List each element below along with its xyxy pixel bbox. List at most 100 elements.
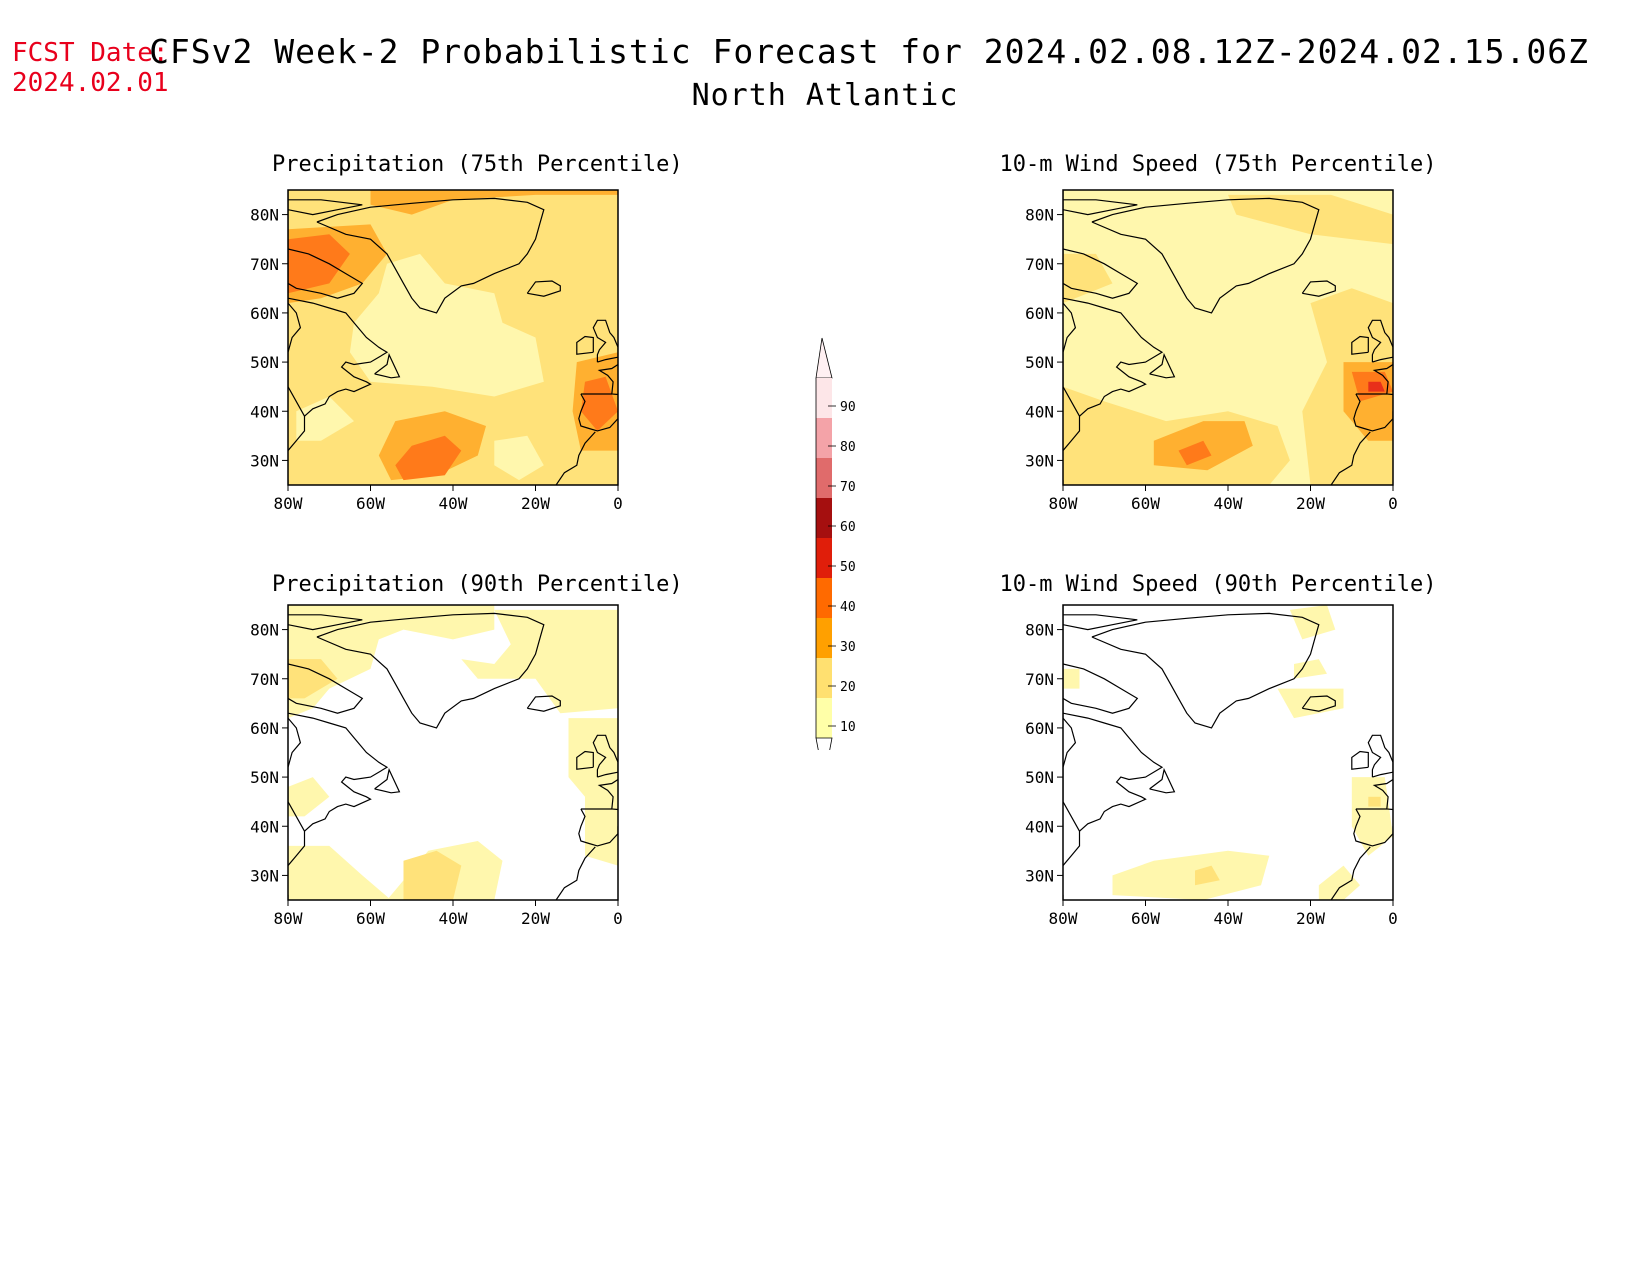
- colorbar-label: 60: [840, 520, 856, 535]
- coastline-baffin: [288, 663, 364, 714]
- coastline-france: [1372, 778, 1393, 811]
- lat-tick-label: 80N: [250, 206, 279, 225]
- coastlines: [288, 190, 618, 485]
- probability-contour-10-pct: [1063, 668, 1080, 689]
- lon-tick-label: 80W: [274, 909, 303, 928]
- map-panel-wind90: 80N 70N 60N 50N 40N 30N 80W 60W 40W 20W 0: [1025, 604, 1398, 928]
- colorbar-label: 20: [840, 680, 856, 695]
- lat-tick-label: 60N: [250, 719, 279, 738]
- lat-tick-label: 30N: [1025, 866, 1054, 885]
- coastline-iberia: [578, 808, 618, 847]
- lat-tick-label: 50N: [1025, 353, 1054, 372]
- map-panel-wind75: 80N 70N 60N 50N 40N 30N 80W 60W 40W 20W 0: [1025, 189, 1398, 513]
- coastline-france: [1372, 363, 1393, 396]
- contour-fills: [1063, 190, 1393, 485]
- panel-title-precip90: Precipitation (90th Percentile): [272, 572, 683, 597]
- probability-contour-10-pct: [288, 777, 330, 817]
- lat-tick-label: 70N: [250, 255, 279, 274]
- probability-contour-10-pct: [1318, 865, 1360, 900]
- coastline-northAmerica: [1063, 605, 1081, 900]
- contour-fills: [288, 605, 618, 900]
- coastline-ireland: [576, 750, 594, 770]
- probability-contour-40-pct: [288, 234, 350, 294]
- lon-tick-label: 80W: [274, 494, 303, 513]
- lon-tick-label: 60W: [1131, 494, 1160, 513]
- probability-contour-10-pct: [288, 845, 392, 900]
- coastline-greenland: [1091, 612, 1320, 729]
- colorbar-swatch: [816, 658, 832, 698]
- probability-contour-20-pct: [1063, 253, 1113, 304]
- coastline-greenland: [1091, 197, 1320, 314]
- lon-tick-label: 20W: [1296, 909, 1325, 928]
- lon-tick-label: 20W: [521, 494, 550, 513]
- forecast-date-value: 2024.02.01: [12, 68, 169, 98]
- coastline-baffin: [1063, 663, 1139, 714]
- forecast-date-label: FCST Date:: [12, 38, 169, 68]
- lon-tick-label: 0: [1388, 909, 1398, 928]
- coastline-iceland: [526, 695, 561, 712]
- coastline-greenland: [316, 612, 545, 729]
- lat-tick-label: 30N: [1025, 451, 1054, 470]
- probability-contour-10-pct: [494, 435, 544, 481]
- panel-title-wind90: 10-m Wind Speed (90th Percentile): [999, 572, 1437, 597]
- lon-tick-label: 80W: [1049, 494, 1078, 513]
- coastline-labrador: [288, 297, 389, 417]
- lat-tick-label: 30N: [250, 866, 279, 885]
- colorbar-label: 30: [840, 640, 856, 655]
- coastline-greenland: [316, 197, 545, 314]
- colorbar-swatch: [816, 618, 832, 658]
- coastline-britain: [592, 319, 618, 363]
- probability-contour-10-pct: [461, 609, 618, 714]
- lon-tick-label: 40W: [1214, 909, 1243, 928]
- lon-tick-label: 0: [613, 494, 623, 513]
- coastline-newfoundland: [1149, 352, 1176, 379]
- lat-tick-label: 70N: [250, 670, 279, 689]
- lon-tick-label: 80W: [1049, 909, 1078, 928]
- coastline-ireland: [1351, 750, 1369, 770]
- coastline-britain: [1367, 734, 1393, 778]
- region-subtitle: North Atlantic: [691, 78, 959, 113]
- colorbar-swatch: [816, 378, 832, 418]
- probability-contour-50-pct: [1368, 381, 1385, 392]
- lon-tick-label: 40W: [439, 909, 468, 928]
- probability-contour-40-pct: [1178, 440, 1212, 466]
- probability-contour-10-pct: [1112, 850, 1270, 900]
- colorbar-swatch: [816, 458, 832, 498]
- coastline-ellesmere: [288, 614, 363, 631]
- coastline-newfoundland: [374, 352, 401, 379]
- page-title: CFSv2 Week-2 Probabilistic Forecast for …: [0, 30, 1650, 118]
- main-title: CFSv2 Week-2 Probabilistic Forecast for …: [149, 32, 1589, 71]
- probability-contour-40-pct: [395, 435, 462, 481]
- lat-tick-label: 80N: [1025, 621, 1054, 640]
- coastline-labrador: [1063, 297, 1164, 417]
- probability-contour-20-pct: [288, 659, 338, 699]
- probability-contour-20-pct: [403, 850, 462, 900]
- lat-tick-label: 50N: [1025, 768, 1054, 787]
- coastline-iceland: [526, 280, 561, 297]
- coastlines: [288, 605, 618, 900]
- lat-tick-label: 70N: [1025, 670, 1054, 689]
- probability-contour-10-pct: [1294, 659, 1327, 679]
- lon-tick-label: 20W: [521, 909, 550, 928]
- colorbar-swatch: [816, 578, 832, 618]
- coastline-baffin: [1063, 248, 1139, 299]
- contour-fills: [1063, 605, 1393, 900]
- probability-contour-10-pct: [1351, 777, 1393, 856]
- coastline-northAmerica: [288, 190, 306, 485]
- lon-tick-label: 40W: [439, 494, 468, 513]
- panel-title-precip75: Precipitation (75th Percentile): [272, 152, 683, 177]
- coastline-newfoundland: [1149, 767, 1176, 794]
- colorbar-label: 90: [840, 400, 856, 415]
- coastline-africa: [555, 846, 596, 900]
- lon-tick-label: 0: [613, 909, 623, 928]
- lat-tick-label: 80N: [1025, 206, 1054, 225]
- coastline-labrador: [1063, 712, 1164, 832]
- probability-contour-40-pct: [580, 376, 618, 431]
- lon-tick-label: 60W: [356, 909, 385, 928]
- lon-tick-label: 40W: [1214, 494, 1243, 513]
- coastline-africa: [555, 431, 596, 485]
- coastline-iberia: [1353, 808, 1393, 847]
- lat-tick-label: 40N: [1025, 402, 1054, 421]
- probability-contour-10-pct: [288, 605, 495, 719]
- coastline-northAmerica: [288, 605, 306, 900]
